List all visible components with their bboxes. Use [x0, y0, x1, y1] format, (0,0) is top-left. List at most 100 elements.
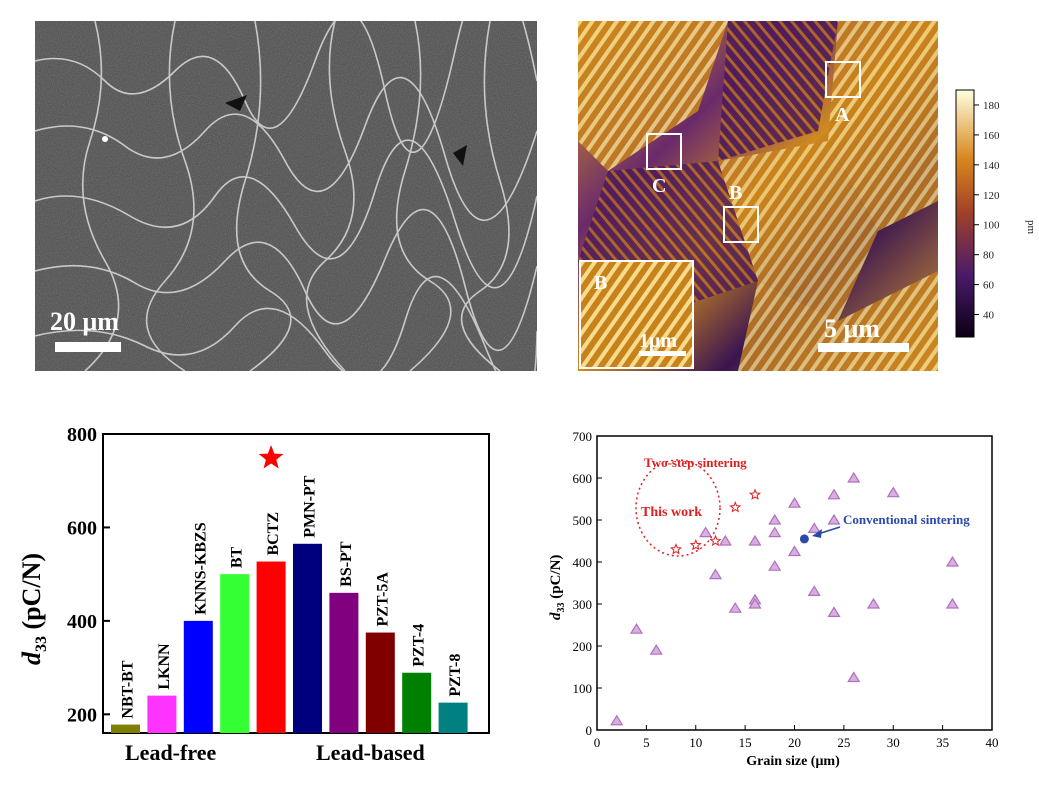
scatter-x-tick-label: 10: [689, 735, 702, 750]
colorbar-tick-label: 100: [983, 220, 1000, 232]
bar-lknn: [147, 695, 177, 733]
pfm-box-a: [825, 61, 861, 98]
pfm-label-b: B: [729, 182, 742, 204]
scatter-x-tick-label: 40: [986, 735, 999, 750]
colorbar-tick-label: 40: [983, 310, 995, 322]
scatter-y-tick-label: 400: [573, 555, 593, 570]
conventional-arrowhead: [812, 529, 822, 538]
pfm-scale-label: 5 μm: [824, 314, 880, 343]
scatter-point-literature: [708, 568, 723, 580]
scatter-point-literature: [945, 555, 960, 567]
scatter-x-tick-label: 20: [788, 735, 801, 750]
scatter-point-literature: [807, 522, 821, 534]
two-step-ellipse: [635, 459, 721, 557]
scatter-y-tick-label: 700: [573, 429, 593, 444]
bar-bt: [220, 574, 250, 733]
scatter-point-literature: [718, 534, 732, 546]
bar-label: PZT-5A: [374, 572, 391, 627]
bar-label: KNNS-KBZS: [192, 522, 209, 615]
scatter-point-literature: [827, 606, 841, 617]
colorbar-tick-label: 80: [983, 250, 995, 262]
scatter-x-tick-label: 5: [643, 735, 650, 750]
bar-knns-kbzs: [183, 620, 213, 733]
pfm-label-c: C: [652, 175, 666, 197]
scatter-point-literature: [629, 623, 644, 634]
annotation-two-step: Two-step sintering: [644, 455, 747, 470]
scatter-point-literature: [768, 513, 782, 525]
bar-y-tick-label: 800: [67, 424, 97, 446]
pfm-label-a: A: [835, 104, 850, 126]
bar-pzt-8: [438, 702, 468, 733]
sem-grain-boundaries: [34, 0, 538, 406]
colorbar-tick-label: 120: [983, 190, 1000, 202]
pfm-box-c: [646, 133, 682, 170]
colorbar-tick-label: 160: [983, 130, 1000, 142]
scatter-point-literature: [699, 526, 713, 538]
scatter-point-literature: [787, 545, 802, 557]
bar-pzt-5a: [365, 632, 395, 733]
colorbar-tick-label: 180: [983, 100, 1000, 112]
scatter-y-axis-label: d33 (pC/N): [548, 555, 567, 620]
colorbar-gradient: [955, 89, 975, 338]
bar-nbt-bt: [111, 724, 140, 733]
colorbar-unit: pm: [1025, 220, 1037, 235]
pfm-inset-label: B: [594, 272, 607, 294]
bar-label: PZT-8: [447, 654, 464, 697]
scatter-point-literature: [847, 671, 861, 683]
scatter-point-literature: [807, 585, 821, 596]
bar-y-tick-label: 200: [67, 704, 97, 726]
scatter-point-two-step: [689, 538, 702, 551]
pfm-inset-scale-label: 1μm: [639, 330, 677, 352]
bar-label: PZT-4: [411, 624, 428, 667]
scatter-point-literature: [748, 534, 762, 546]
sem-scale-label: 20 μm: [50, 307, 119, 336]
bar-y-tick-label: 600: [67, 517, 97, 539]
annotation-this-work: This work: [641, 505, 702, 520]
scatter-point-literature: [748, 597, 762, 609]
bar-label: LKNN: [156, 643, 173, 690]
scatter-point-two-step: [669, 543, 683, 555]
bar-label: BS-PT: [338, 541, 355, 587]
conventional-arrow: [817, 526, 841, 535]
scatter-point-conventional: [799, 534, 809, 544]
scatter-point-two-step: [729, 501, 742, 513]
scatter-point-literature: [649, 644, 663, 655]
scatter-y-tick-label: 300: [573, 597, 593, 612]
scatter-point-literature: [945, 597, 960, 609]
scatter-x-tick-label: 15: [739, 735, 752, 750]
pfm-amplitude-image: A C B B 1μm 5 μm: [578, 21, 938, 371]
scatter-y-tick-label: 0: [586, 723, 593, 738]
pfm-colorbar: 40 60 80 100 120 140 160 180 pm: [940, 80, 1039, 350]
scatter-point-two-step: [748, 488, 762, 500]
scatter-point-literature: [787, 497, 802, 508]
d33-bar-chart: 200 400 600 800 NBT-BT LKNN KNNS-KBZS BT BCTZ PM…: [0, 410, 500, 790]
scatter-x-tick-label: 0: [594, 735, 601, 750]
bar-label: BCTZ: [265, 512, 282, 556]
bar-label: PMN-PT: [302, 475, 319, 538]
bar-group-label-lead-free: Lead-free: [125, 740, 216, 765]
bar-pmn-pt: [293, 543, 322, 733]
scatter-point-literature: [610, 714, 624, 726]
d33-grain-size-scatter: 0 5 10 15 20 25 30 35 40 0 100 200 300 400 500 600 700 T…: [540, 420, 1039, 790]
bar-label: BT: [229, 546, 246, 568]
scatter-point-literature: [768, 560, 782, 571]
scatter-x-axis-label: Grain size (μm): [746, 754, 840, 769]
sem-micrograph: 20 μm: [34, 0, 538, 406]
scatter-point-literature: [728, 602, 742, 613]
scatter-y-tick-label: 600: [573, 471, 593, 486]
annotation-conventional: Conventional sintering: [843, 512, 970, 527]
bar-pzt-4: [402, 672, 432, 733]
scatter-point-literature: [847, 471, 861, 483]
scatter-point-literature: [866, 597, 881, 609]
scatter-point-literature: [827, 488, 841, 500]
colorbar-tick-label: 60: [983, 280, 995, 292]
bar-bctz: [256, 561, 286, 733]
scatter-y-tick-label: 200: [573, 639, 593, 654]
scatter-point-literature: [768, 526, 782, 538]
pfm-box-b: [723, 206, 759, 243]
bar-group-label-lead-based: Lead-based: [316, 740, 425, 765]
bar-label: NBT-BT: [120, 660, 137, 718]
colorbar-tick-label: 140: [983, 160, 1000, 172]
sem-scale-bar: [55, 342, 121, 352]
scatter-plot-frame: [596, 435, 993, 731]
